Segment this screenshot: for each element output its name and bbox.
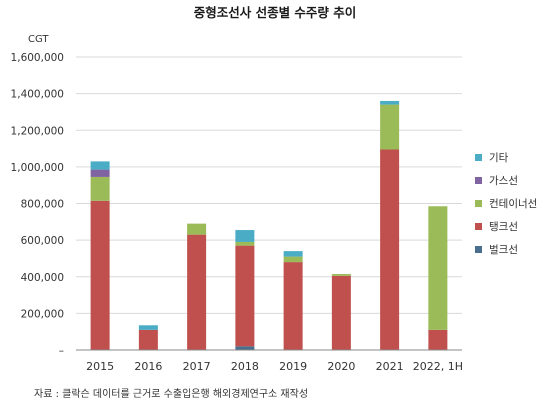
bar-segment [380, 104, 400, 150]
x-tick-label: 2018 [231, 360, 259, 373]
bar-segment [331, 274, 351, 276]
x-tick-label: 2017 [183, 360, 211, 373]
bar-segment [90, 176, 110, 201]
y-axis-ticks: – 200,000 400,000 600,000 800,000 1,000,000 1,… [11, 52, 64, 357]
bar-segment [235, 245, 255, 347]
bar-segment [90, 200, 110, 350]
bar-segment [283, 256, 303, 263]
legend-label: 탱크선 [489, 221, 518, 233]
bar-segment [428, 329, 448, 350]
y-tick-label: 1,000,000 [11, 162, 64, 174]
bar-segment [187, 223, 207, 235]
x-tick-label: 2016 [134, 360, 162, 373]
chart-title: 중형조선사 선종별 수주량 추이 [194, 5, 357, 20]
legend-label: 기타 [489, 152, 509, 164]
bar-segment [283, 262, 303, 350]
bar-segment [235, 241, 255, 246]
x-axis-ticks: 2015 2016 2017 2018 2019 2020 2021 2022, 1H [86, 360, 463, 373]
legend-swatch [475, 177, 482, 184]
legend-swatch [475, 154, 482, 161]
y-tick-label: 400,000 [21, 272, 64, 284]
x-tick-label: 2020 [327, 360, 355, 373]
bar-segment [331, 275, 351, 350]
source-note: 자료 : 클락슨 데이터를 근거로 수출입은행 해외경제연구소 재작성 [34, 387, 308, 400]
bar-segment [380, 100, 400, 105]
bar-segment [380, 149, 400, 350]
bar-segment [187, 234, 207, 350]
x-tick-label: 2021 [376, 360, 404, 373]
y-tick-label: 1,600,000 [11, 52, 64, 64]
x-tick-label: 2019 [279, 360, 307, 373]
legend-swatch [475, 200, 482, 207]
bars [90, 100, 448, 350]
bar-segment [90, 169, 110, 177]
y-tick-label: 600,000 [21, 235, 64, 247]
bar-segment [138, 329, 158, 350]
legend-label: 컨테이너선 [489, 198, 537, 210]
legend-swatch [475, 223, 482, 230]
bar-segment [428, 206, 448, 330]
gridlines [76, 56, 462, 314]
y-tick-label: – [59, 345, 64, 357]
y-tick-label: 1,200,000 [11, 125, 64, 137]
y-tick-label: 800,000 [21, 199, 64, 211]
x-tick-label: 2022, 1H [413, 360, 463, 373]
bar-segment [138, 325, 158, 330]
y-tick-label: 1,400,000 [11, 89, 64, 101]
bar-segment [90, 161, 110, 170]
x-tick-label: 2015 [86, 360, 114, 373]
bar-segment [283, 251, 303, 257]
y-tick-label: 200,000 [21, 308, 64, 320]
legend-swatch [475, 246, 482, 253]
bar-segment [235, 230, 255, 242]
y-axis-unit-label: CGT [28, 34, 49, 45]
legend-label: 가스선 [489, 175, 518, 187]
bar-segment [235, 346, 255, 350]
legend-label: 벌크선 [489, 244, 518, 256]
